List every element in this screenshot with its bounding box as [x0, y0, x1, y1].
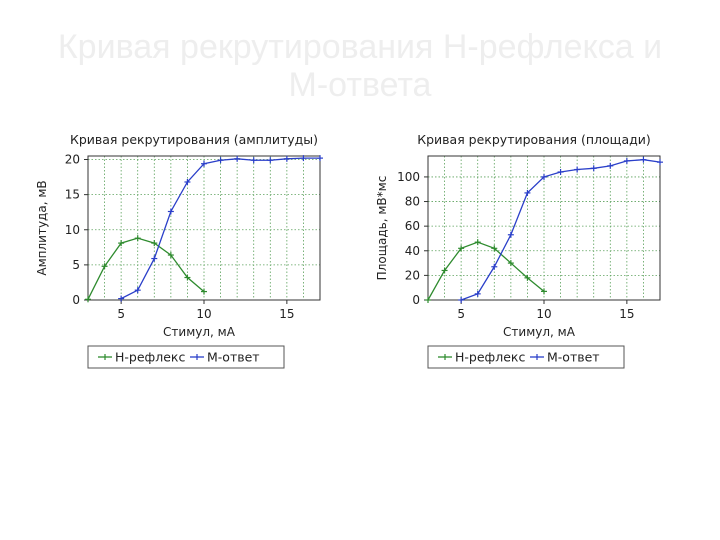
legend-label: H-рефлекс	[455, 350, 525, 365]
data-point	[267, 157, 274, 164]
x-axis-label: Стимул, мА	[503, 325, 576, 339]
data-point	[118, 240, 125, 247]
legend-box	[427, 345, 625, 369]
data-point	[134, 235, 141, 242]
x-tick-label: 5	[117, 307, 125, 321]
data-point	[134, 287, 141, 294]
data-point	[441, 267, 448, 274]
series-line-h-reflex	[87, 237, 205, 300]
data-point	[151, 240, 158, 247]
series-line-m-response	[120, 157, 320, 300]
chart-title: Кривая рекрутирования (площади)	[417, 132, 651, 147]
y-tick-label: 60	[405, 219, 420, 233]
x-tick-label: 10	[196, 307, 211, 321]
data-point	[317, 155, 323, 162]
data-point	[184, 178, 191, 185]
data-point	[201, 160, 207, 167]
data-point	[541, 173, 547, 180]
data-point	[474, 290, 481, 297]
data-point	[657, 159, 663, 166]
y-tick-label: 0	[412, 293, 420, 307]
series-line-h-reflex	[427, 241, 545, 301]
data-point	[507, 231, 514, 238]
data-point	[491, 245, 498, 252]
y-axis-label: Площадь, мВ*мс	[375, 176, 389, 281]
y-tick-label: 100	[397, 170, 420, 184]
data-point	[167, 252, 174, 259]
data-point	[491, 263, 498, 270]
y-tick-label: 40	[405, 244, 420, 258]
legend-label: M-ответ	[207, 350, 260, 365]
data-point	[557, 169, 564, 175]
legend-label: H-рефлекс	[115, 350, 185, 365]
data-point	[507, 260, 514, 267]
data-point	[524, 274, 531, 281]
data-point	[250, 157, 257, 164]
amplitude-chart: Кривая рекрутирования (амплитуды) 5 10 15 0 5…	[35, 132, 323, 369]
data-point	[151, 255, 158, 262]
chart-title: Кривая рекрутирования (амплитуды)	[70, 132, 318, 147]
data-point	[201, 288, 207, 295]
data-point	[167, 208, 174, 215]
y-tick-label: 0	[72, 293, 80, 307]
data-point	[425, 297, 431, 303]
y-tick-label: 5	[72, 258, 80, 272]
legend-box	[87, 345, 285, 369]
data-point	[541, 288, 547, 295]
area-chart: Кривая рекрутирования (площади) 5 10 15 0 20 4…	[375, 132, 663, 369]
data-point	[607, 162, 614, 169]
x-tick-label: 10	[536, 307, 551, 321]
data-point	[458, 297, 465, 303]
legend: H-рефлекс M-ответ	[427, 345, 625, 369]
data-point	[101, 263, 108, 270]
x-tick-label: 15	[279, 307, 294, 321]
y-tick-label: 20	[405, 268, 420, 282]
x-axis-label: Стимул, мА	[163, 325, 236, 339]
data-point	[574, 166, 581, 173]
y-tick-label: 15	[65, 188, 80, 202]
x-tick-label: 5	[457, 307, 465, 321]
y-tick-label: 10	[65, 223, 80, 237]
legend-label: M-ответ	[547, 350, 600, 365]
x-tick-label: 15	[619, 307, 634, 321]
data-point	[623, 157, 630, 164]
legend: H-рефлекс M-ответ	[87, 345, 285, 369]
data-point	[234, 155, 241, 162]
data-point	[590, 165, 597, 172]
data-point	[458, 245, 465, 252]
y-tick-label: 80	[405, 195, 420, 209]
data-point	[283, 155, 290, 162]
data-point	[640, 156, 647, 163]
data-point	[300, 155, 307, 162]
data-point	[85, 296, 91, 303]
y-axis-label: Амплитуда, мВ	[35, 180, 49, 275]
data-point	[217, 157, 224, 164]
data-point	[474, 239, 481, 246]
data-point	[524, 189, 531, 196]
data-point	[184, 274, 191, 281]
data-point	[118, 295, 125, 302]
y-tick-label: 20	[65, 153, 80, 167]
slide-title: Кривая рекрутирования H-рефлекса и M-отв…	[57, 28, 663, 104]
